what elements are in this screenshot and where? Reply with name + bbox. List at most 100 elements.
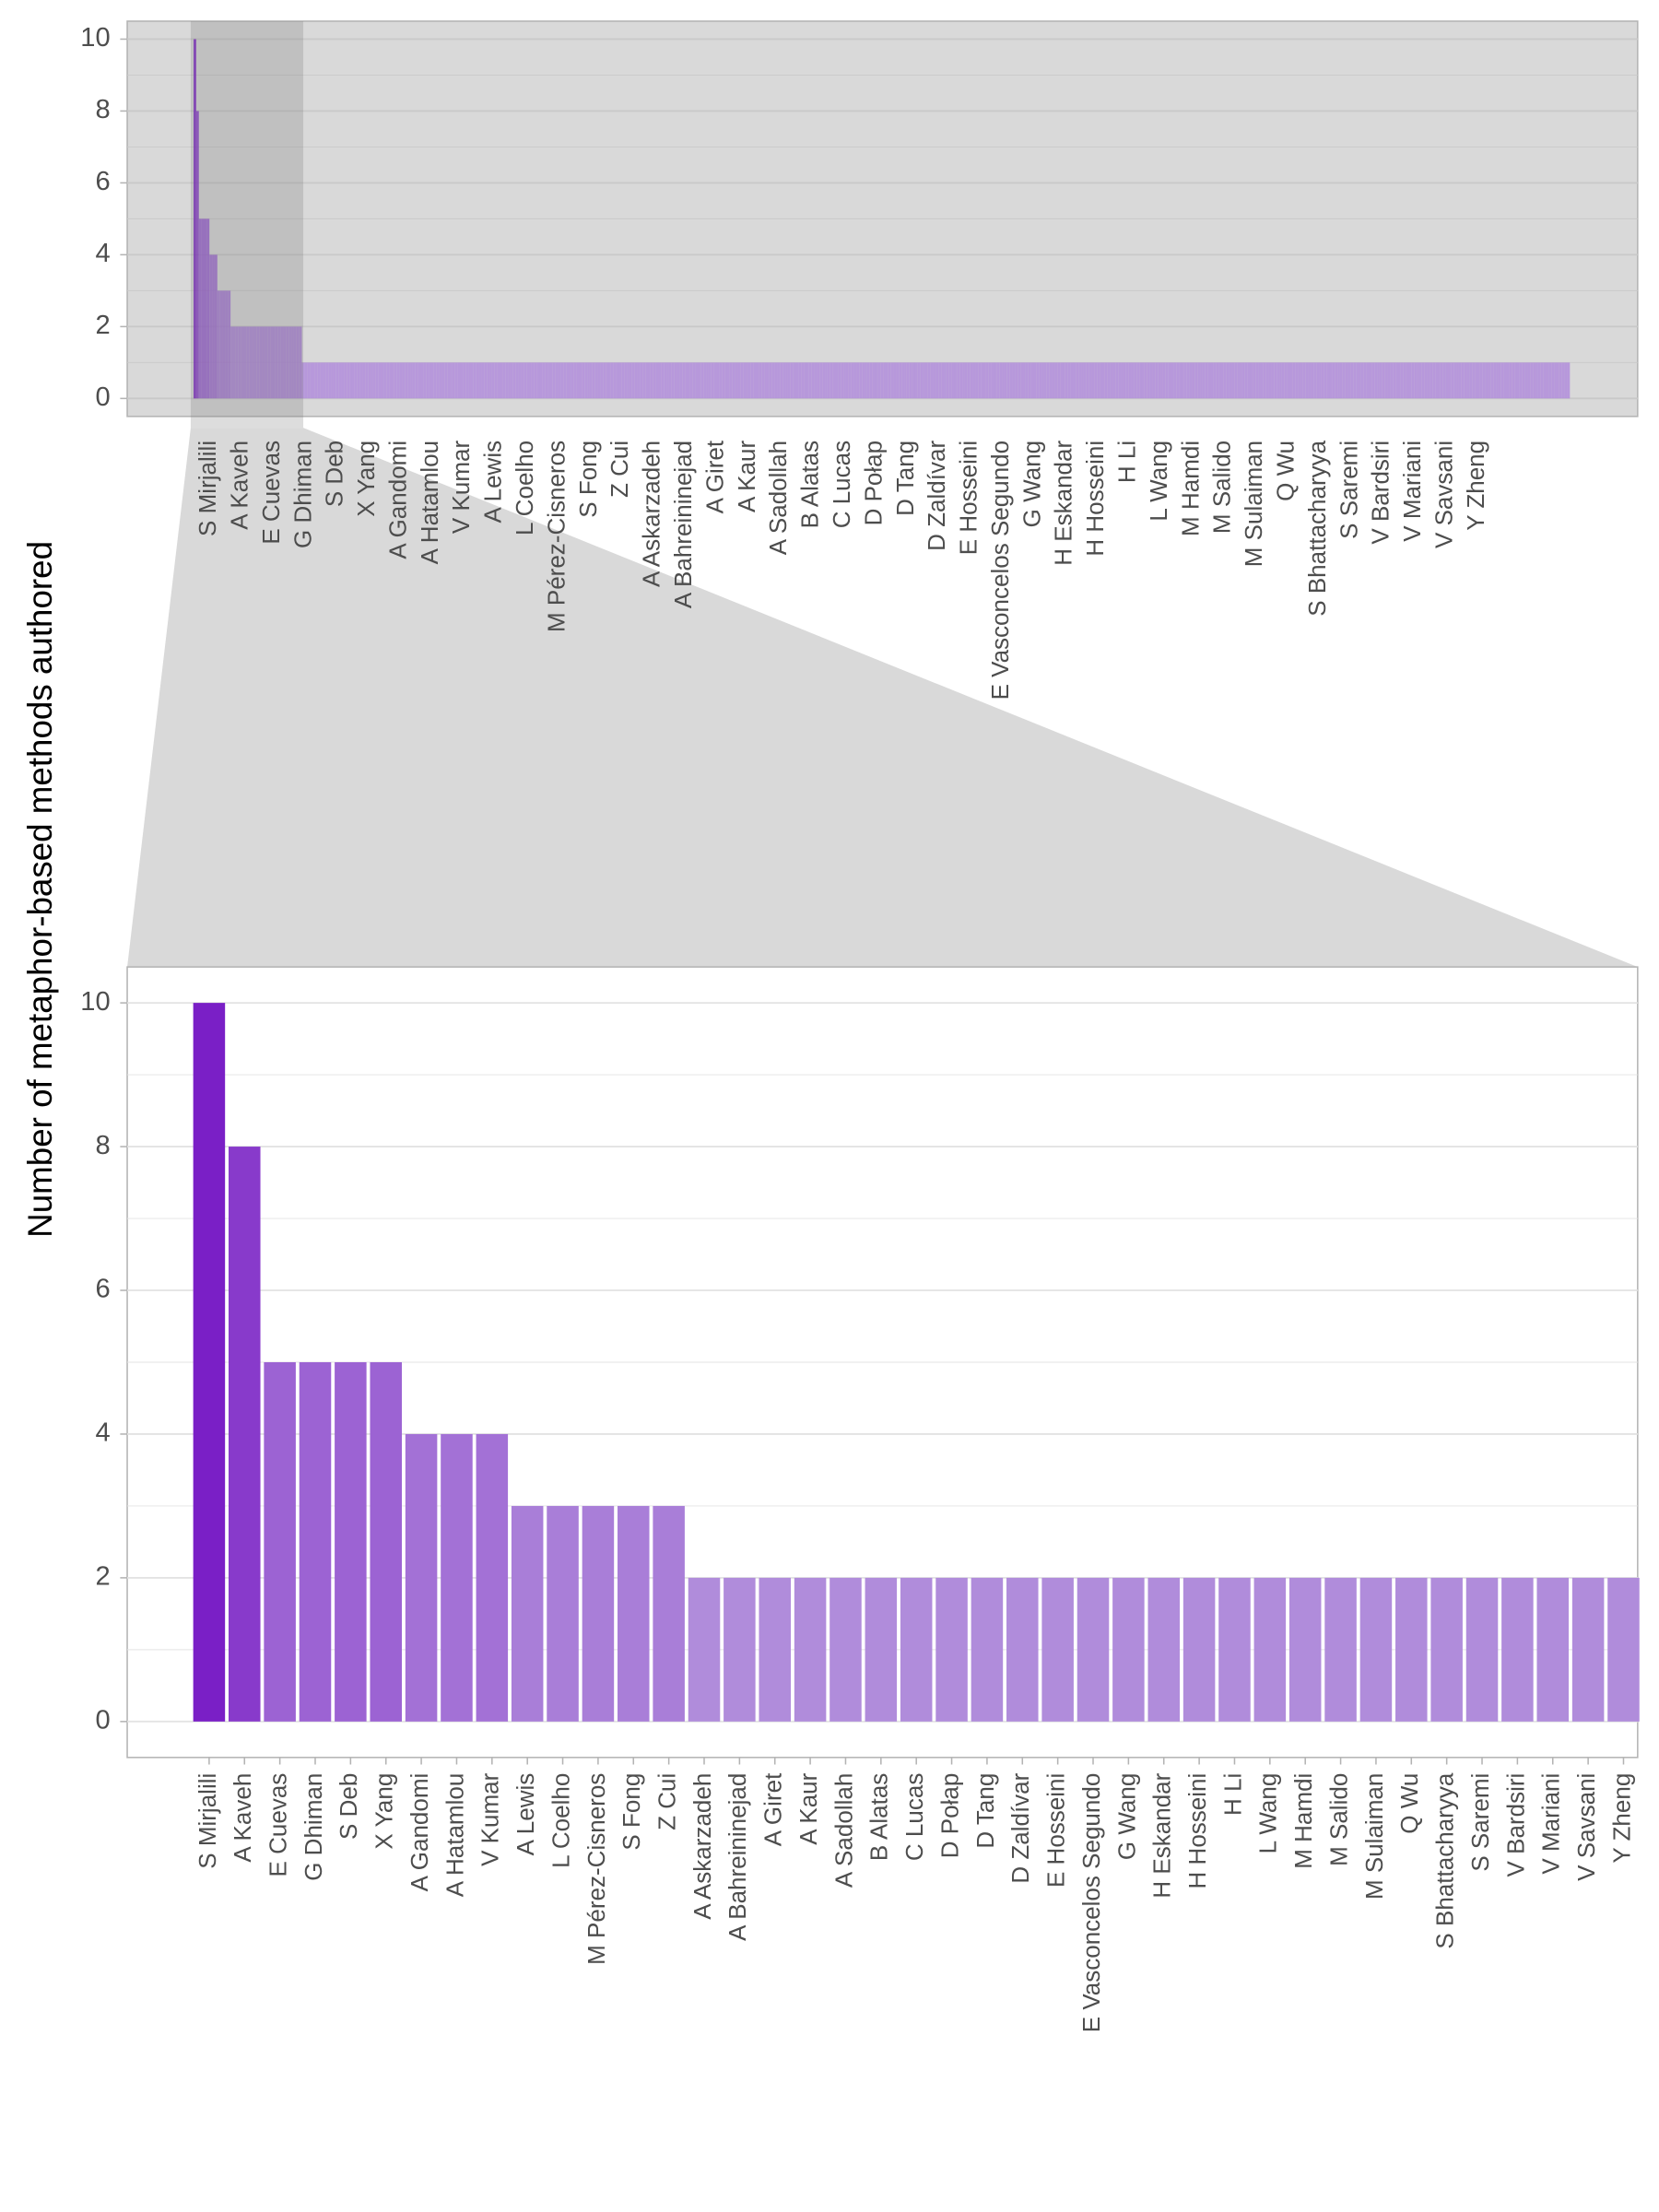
bar: [756, 362, 759, 399]
bar: [1018, 362, 1021, 399]
x-tick-label: Y Zheng: [1607, 1773, 1635, 1864]
bar: [1493, 362, 1497, 399]
bar: [307, 362, 311, 399]
bar: [494, 362, 498, 399]
bar: [996, 362, 1000, 399]
bar: [338, 362, 342, 399]
bar: [420, 362, 424, 399]
bar: [700, 362, 704, 399]
x-tick-label: D Połap: [935, 1773, 963, 1859]
bar: [845, 362, 849, 399]
bar: [209, 254, 213, 399]
bar: [1382, 362, 1385, 399]
bar: [1512, 362, 1515, 399]
bar: [1128, 362, 1132, 399]
x-tick-label: E Cuevas: [265, 1773, 292, 1877]
bar: [563, 362, 567, 399]
bar: [906, 362, 910, 399]
bar: [688, 362, 690, 399]
bar: [716, 362, 720, 399]
bar: [1551, 362, 1555, 399]
bar: [1556, 362, 1559, 399]
bar: [534, 362, 537, 399]
y-tick-label: 2: [95, 1562, 110, 1592]
bar: [859, 362, 863, 399]
bar: [914, 362, 918, 399]
x-tick-label: S Deb: [321, 441, 348, 507]
bar: [841, 362, 844, 399]
bar: [1070, 362, 1074, 399]
bar: [988, 362, 992, 399]
bar: [1359, 1577, 1393, 1722]
bar: [206, 218, 210, 399]
bar: [444, 362, 448, 399]
x-tick-label: Q Wu: [1395, 1773, 1423, 1834]
bar: [747, 362, 751, 399]
bar: [930, 362, 934, 399]
bar: [924, 362, 928, 399]
bar: [1107, 362, 1111, 399]
bar: [478, 362, 482, 399]
bar: [1295, 362, 1299, 399]
bar: [335, 1361, 367, 1722]
bar: [695, 362, 699, 399]
bar: [1091, 362, 1095, 399]
bar: [972, 362, 976, 399]
bar: [1524, 362, 1528, 399]
x-tick-label: L Wang: [1145, 441, 1172, 522]
bar: [637, 362, 641, 399]
bar: [1440, 362, 1443, 399]
bar: [1554, 362, 1557, 399]
x-tick-label: S Saremi: [1335, 441, 1362, 539]
bar: [511, 1505, 544, 1722]
bar: [674, 362, 677, 399]
y-tick-label: 6: [95, 167, 110, 196]
bar: [780, 362, 783, 399]
x-tick-label: A Kaur: [733, 441, 760, 512]
bar: [1395, 1577, 1428, 1722]
bar: [331, 362, 334, 399]
bar: [801, 362, 805, 399]
bar: [1240, 362, 1242, 399]
bar: [1057, 362, 1061, 399]
bar: [277, 326, 281, 399]
bar: [1311, 362, 1314, 399]
bar: [1475, 362, 1478, 399]
bar: [587, 362, 590, 399]
bar: [1506, 362, 1510, 399]
bar: [1101, 362, 1105, 399]
bar: [1374, 362, 1378, 399]
bar: [865, 1577, 898, 1722]
bar: [1112, 362, 1116, 399]
bar: [1469, 362, 1473, 399]
bar: [195, 111, 199, 399]
x-tick-label: A Bahreininejad: [669, 441, 697, 608]
bar: [944, 362, 947, 399]
x-tick-label: A Gandomi: [383, 441, 411, 559]
bar: [1335, 362, 1338, 399]
bar: [249, 326, 253, 399]
bar: [1424, 362, 1428, 399]
bar: [689, 362, 693, 399]
bar: [661, 362, 665, 399]
bar: [793, 362, 796, 399]
bar: [811, 362, 815, 399]
bar: [935, 1577, 968, 1722]
x-tick-label: S Bhattacharyya: [1431, 1772, 1459, 1948]
bar: [1046, 362, 1050, 399]
bar: [1479, 362, 1483, 399]
bar: [896, 362, 900, 399]
x-tick-label: Q Wu: [1272, 441, 1300, 501]
bar: [1147, 362, 1150, 399]
bar: [233, 326, 236, 399]
bar: [835, 362, 839, 399]
bar: [1028, 362, 1031, 399]
bar: [616, 362, 619, 399]
bar: [1321, 362, 1324, 399]
bar: [671, 362, 675, 399]
bar: [1363, 362, 1367, 399]
bar: [452, 362, 455, 399]
bar: [957, 362, 960, 399]
bar: [1366, 362, 1370, 399]
